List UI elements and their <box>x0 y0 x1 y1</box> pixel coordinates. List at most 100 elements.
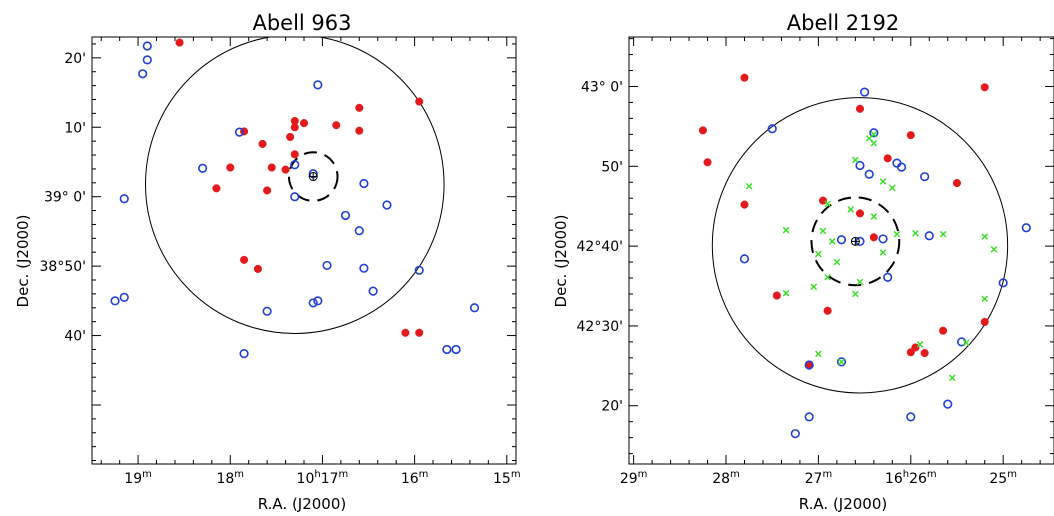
blue-open-point <box>859 87 870 97</box>
blue-open-point <box>998 278 1008 288</box>
x-tick-label-minute-mark: m <box>927 469 937 480</box>
blue-open-point <box>924 231 934 241</box>
blue-open-point <box>262 306 272 316</box>
blue-open-point <box>804 412 814 422</box>
blue-open-point <box>290 192 300 202</box>
blue-open-point <box>1021 223 1031 233</box>
x-tick-label: 25m <box>989 469 1017 487</box>
red-filled-point <box>906 348 915 357</box>
green-cross-point <box>981 233 989 240</box>
green-cross-point <box>824 200 831 208</box>
x-tick-label: 28m <box>712 469 740 487</box>
red-filled-point <box>939 326 948 335</box>
plot-area <box>110 37 480 359</box>
blue-open-point <box>878 234 888 244</box>
blue-open-point <box>119 194 129 204</box>
blue-open-point <box>322 260 332 271</box>
plot-frame <box>91 36 517 465</box>
blue-open-point <box>313 296 323 306</box>
y-tick-label: 39° 0' <box>44 190 86 206</box>
x-tick-label-main: 19 <box>124 471 142 487</box>
green-cross-point <box>782 289 790 297</box>
red-filled-point <box>823 306 832 315</box>
green-cross-point <box>847 206 855 213</box>
y-tick-label: 42°30' <box>577 319 623 335</box>
blue-open-point <box>469 303 480 313</box>
green-cross-point <box>810 283 818 291</box>
y-tick-label: 10' <box>64 120 86 136</box>
blue-open-point <box>442 344 452 355</box>
green-cross-point <box>815 350 822 358</box>
blue-open-point <box>896 162 907 172</box>
blue-open-point <box>739 254 750 264</box>
green-cross-point <box>949 374 956 382</box>
green-cross-point <box>990 246 998 253</box>
red-filled-point <box>772 291 781 300</box>
red-filled-point <box>253 264 262 273</box>
red-filled-point <box>299 119 309 128</box>
green-cross-point <box>889 184 896 192</box>
red-filled-point <box>226 163 235 172</box>
x-tick-label-minute-mark: m <box>339 469 349 480</box>
blue-open-point <box>451 344 461 355</box>
blue-open-point <box>836 357 847 367</box>
green-cross-point <box>879 178 887 185</box>
blue-open-point <box>414 265 424 275</box>
red-filled-point <box>740 200 749 209</box>
red-filled-point <box>415 328 424 337</box>
red-filled-point <box>920 349 929 358</box>
green-cross-point <box>852 156 859 164</box>
green-cross-point <box>838 358 845 366</box>
blue-open-point <box>290 160 300 170</box>
green-cross-point <box>912 230 919 237</box>
blue-open-point <box>313 80 323 90</box>
green-cross-point <box>916 340 924 348</box>
blue-open-point <box>110 296 120 306</box>
green-cross-point <box>870 139 878 147</box>
y-tick-label: 50' <box>601 159 623 175</box>
red-filled-point <box>263 186 272 195</box>
blue-open-point <box>340 210 351 221</box>
x-tick-label-main: 16 <box>401 471 419 487</box>
green-cross-point <box>879 249 887 256</box>
blue-open-point <box>883 272 893 282</box>
cluster-center-cross <box>851 237 860 246</box>
cluster-center-cross <box>309 172 318 181</box>
blue-open-point <box>239 349 249 359</box>
y-tick-label: 20' <box>64 51 86 67</box>
green-cross-point <box>833 258 841 266</box>
y-tick-label: 40' <box>64 329 86 345</box>
green-cross-point <box>852 290 859 298</box>
green-cross-point <box>962 339 970 346</box>
plot-frame <box>628 36 1054 465</box>
y-tick-label: 43° 0' <box>581 79 623 95</box>
x-tick-label-minutes: 26 <box>909 471 927 487</box>
blue-open-point <box>359 263 369 273</box>
x-axis-label-abell-2192: R.A. (J2000) <box>799 495 888 513</box>
core-radius-dashed-circle <box>287 151 339 202</box>
blue-open-point <box>920 172 930 182</box>
plot-area <box>698 0 1031 439</box>
green-cross-point <box>819 227 827 235</box>
core-radius-dashed-circle <box>810 196 901 287</box>
blue-open-point <box>119 292 129 302</box>
red-filled-point <box>980 83 989 92</box>
green-cross-point <box>870 213 878 220</box>
x-tick-label: 16m <box>401 469 429 487</box>
red-filled-point <box>240 255 249 264</box>
blue-open-point <box>234 127 245 137</box>
outer-radius-circle <box>711 97 1009 394</box>
red-filled-point <box>703 158 712 167</box>
x-tick-label-hour-mark: h <box>903 469 909 480</box>
x-tick-label-hour-mark: h <box>314 469 320 480</box>
red-filled-point <box>286 132 295 142</box>
x-tick-label-minute-mark: m <box>234 469 244 480</box>
red-filled-point <box>855 104 865 113</box>
blue-open-point <box>976 0 984 3</box>
x-tick-label: 18m <box>216 469 244 487</box>
y-tick-label: 42°40' <box>577 239 623 255</box>
x-tick-label-minute-mark: m <box>142 469 152 480</box>
blue-open-point <box>943 399 953 409</box>
green-cross-point <box>870 131 878 138</box>
green-cross-point <box>856 278 864 286</box>
